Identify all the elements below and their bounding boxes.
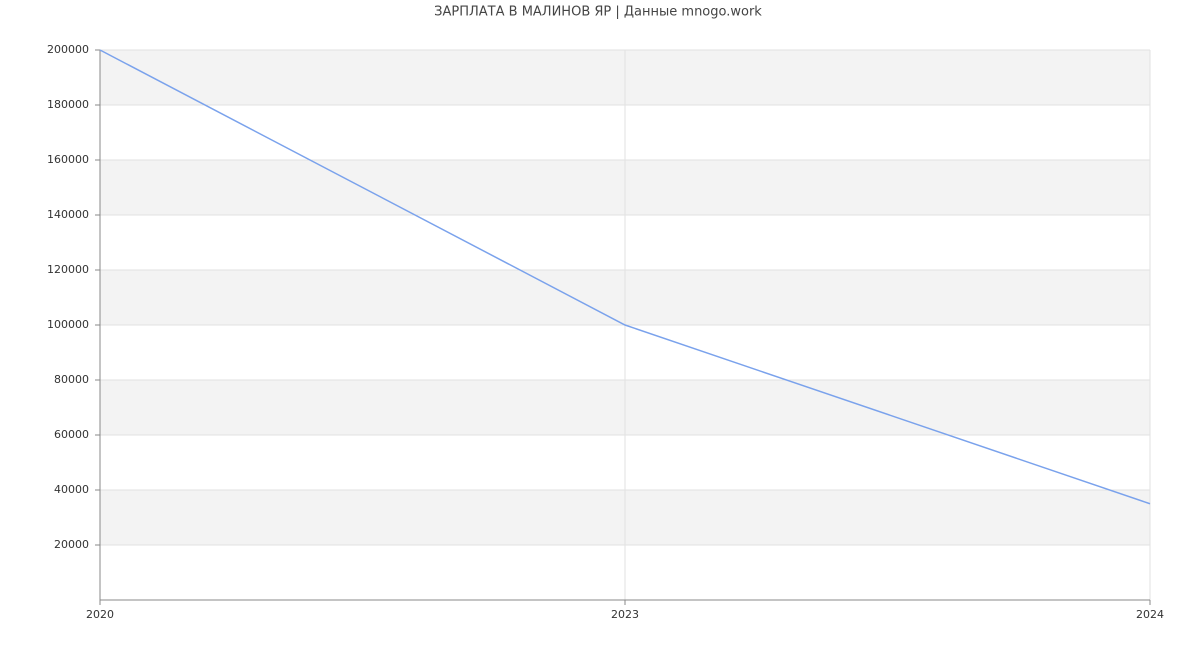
x-tick-label: 2020 [86, 608, 114, 621]
y-tick-label: 200000 [47, 43, 89, 56]
y-tick-label: 140000 [47, 208, 89, 221]
y-tick-label: 160000 [47, 153, 89, 166]
x-tick-label: 2023 [611, 608, 639, 621]
line [99, 49, 1151, 505]
chart-title: ЗАРПЛАТА В МАЛИНОВ ЯР | Данные mnogo.wor… [434, 5, 762, 20]
y-tick-label: 80000 [54, 373, 89, 386]
x-tick-label: 2024 [1136, 608, 1164, 621]
y-tick-label: 40000 [54, 483, 89, 496]
y-tick-label: 180000 [47, 98, 89, 111]
y-tick-label: 100000 [47, 318, 89, 331]
y-tick-label: 120000 [47, 263, 89, 276]
y-tick-label: 60000 [54, 428, 89, 441]
y-tick-label: 20000 [54, 538, 89, 551]
